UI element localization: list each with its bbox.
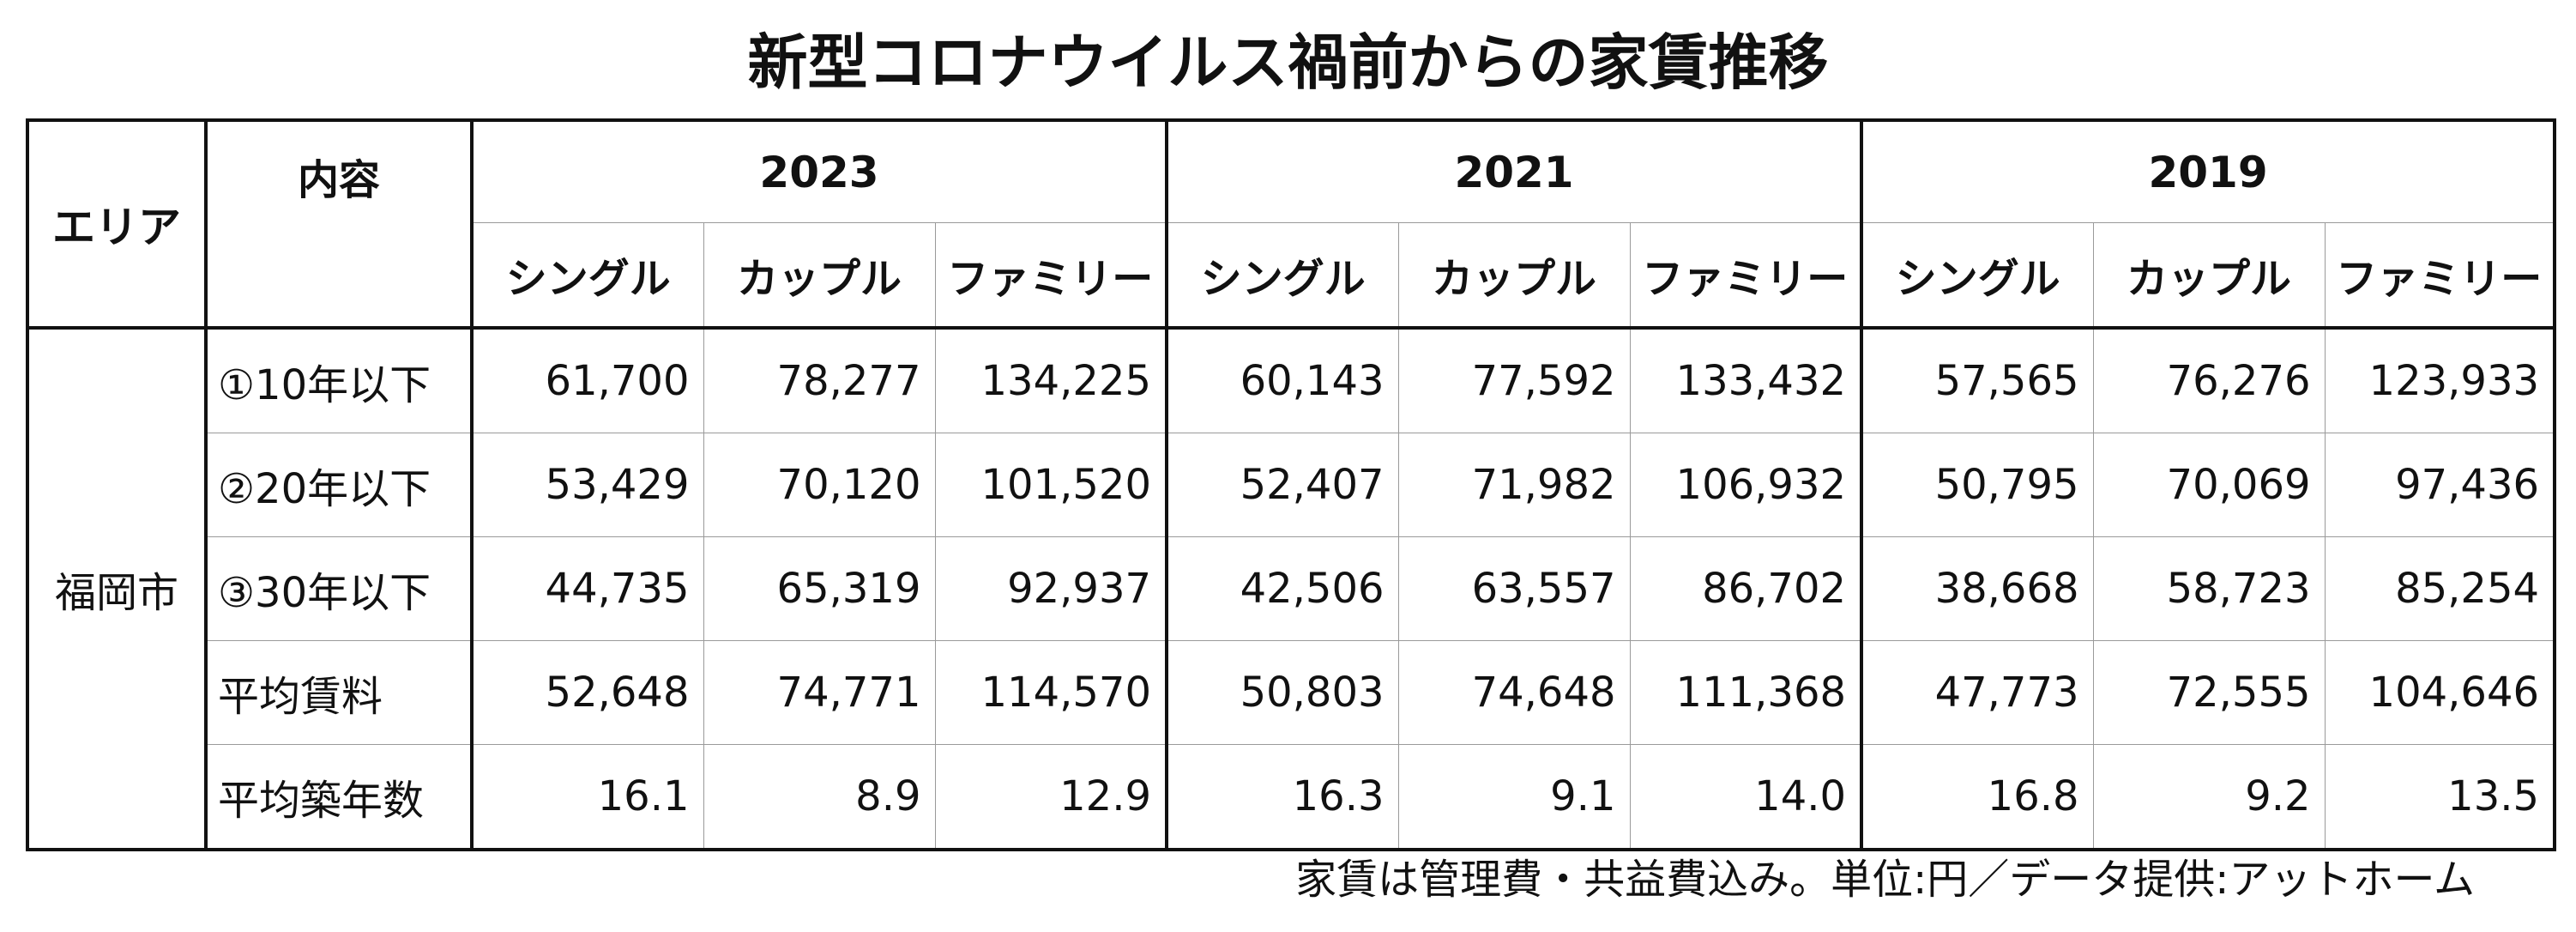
row-label: 平均賃料 [205, 640, 474, 745]
value-cell: 52,648 [471, 640, 704, 745]
value-cell: 50,803 [1166, 640, 1399, 745]
header-type-single: シングル [471, 222, 704, 330]
value-cell: 12.9 [934, 744, 1169, 851]
header-type-couple: カップル [2092, 222, 2326, 330]
value-cell: 134,225 [934, 327, 1169, 433]
value-cell: 104,646 [2324, 640, 2557, 745]
value-cell: 70,069 [2092, 433, 2326, 537]
header-type-couple: カップル [703, 222, 936, 330]
value-cell: 86,702 [1629, 536, 1864, 641]
value-cell: 74,771 [703, 640, 936, 745]
value-cell: 71,982 [1397, 433, 1631, 537]
value-cell: 65,319 [703, 536, 936, 641]
value-cell: 57,565 [1861, 327, 2094, 433]
value-cell: 38,668 [1861, 536, 2094, 641]
value-cell: 78,277 [703, 327, 936, 433]
value-cell: 70,120 [703, 433, 936, 537]
value-cell: 9.1 [1397, 744, 1631, 851]
value-cell: 44,735 [471, 536, 704, 641]
value-cell: 16.3 [1166, 744, 1399, 851]
region-cell: 福岡市 [26, 327, 208, 851]
table-row: ②20年以下 53,429 70,120 101,520 52,407 71,9… [27, 433, 2557, 537]
page-title: 新型コロナウイルス禍前からの家賃推移 [747, 27, 1829, 98]
value-cell: 114,570 [934, 640, 1169, 745]
value-cell: 74,648 [1397, 640, 1631, 745]
value-cell: 72,555 [2092, 640, 2326, 745]
value-cell: 47,773 [1861, 640, 2094, 745]
source-note: 家賃は管理費・共益費込み。単位:円／データ提供:アットホーム [1295, 856, 2475, 904]
header-type-family: ファミリー [2324, 222, 2557, 330]
value-cell: 16.8 [1861, 744, 2094, 851]
value-cell: 53,429 [471, 433, 704, 537]
value-cell: 9.2 [2092, 744, 2326, 851]
value-cell: 92,937 [934, 536, 1169, 641]
table-row: ③30年以下 44,735 65,319 92,937 42,506 63,55… [27, 536, 2557, 641]
header-type-couple: カップル [1397, 222, 1631, 330]
value-cell: 111,368 [1629, 640, 1864, 745]
header-area: エリア [26, 118, 208, 330]
header-type-single: シングル [1861, 222, 2094, 330]
value-cell: 76,276 [2092, 327, 2326, 433]
table-row: 平均賃料 52,648 74,771 114,570 50,803 74,648… [27, 640, 2557, 745]
value-cell: 52,407 [1166, 433, 1399, 537]
value-cell: 123,933 [2324, 327, 2557, 433]
value-cell: 50,795 [1861, 433, 2094, 537]
value-cell: 42,506 [1166, 536, 1399, 641]
value-cell: 63,557 [1397, 536, 1631, 641]
table-row: 平均築年数 16.1 8.9 12.9 16.3 9.1 14.0 16.8 9… [27, 744, 2557, 851]
value-cell: 13.5 [2324, 744, 2557, 851]
value-cell: 106,932 [1629, 433, 1864, 537]
row-label: 平均築年数 [205, 744, 474, 851]
header-year-2023: 2023 [471, 118, 1169, 223]
row-label: ①10年以下 [205, 327, 474, 433]
header-year-2019: 2019 [1861, 118, 2557, 223]
header-content: 内容 [205, 118, 474, 330]
row-label: ②20年以下 [205, 433, 474, 537]
value-cell: 85,254 [2324, 536, 2557, 641]
value-cell: 77,592 [1397, 327, 1631, 433]
value-cell: 101,520 [934, 433, 1169, 537]
rent-table: エリア 内容 2023 2021 2019 シングル カップル ファミリー シン… [26, 118, 2557, 851]
value-cell: 60,143 [1166, 327, 1399, 433]
header-year-2021: 2021 [1166, 118, 1864, 223]
header-type-family: ファミリー [1629, 222, 1864, 330]
row-label: ③30年以下 [205, 536, 474, 641]
value-cell: 97,436 [2324, 433, 2557, 537]
value-cell: 14.0 [1629, 744, 1864, 851]
table-row: 福岡市 ①10年以下 61,700 78,277 134,225 60,143 … [26, 327, 2557, 851]
value-cell: 16.1 [471, 744, 704, 851]
value-cell: 61,700 [471, 327, 704, 433]
value-cell: 8.9 [703, 744, 936, 851]
header-type-single: シングル [1166, 222, 1399, 330]
header-type-family: ファミリー [934, 222, 1169, 330]
value-cell: 58,723 [2092, 536, 2326, 641]
value-cell: 133,432 [1629, 327, 1864, 433]
